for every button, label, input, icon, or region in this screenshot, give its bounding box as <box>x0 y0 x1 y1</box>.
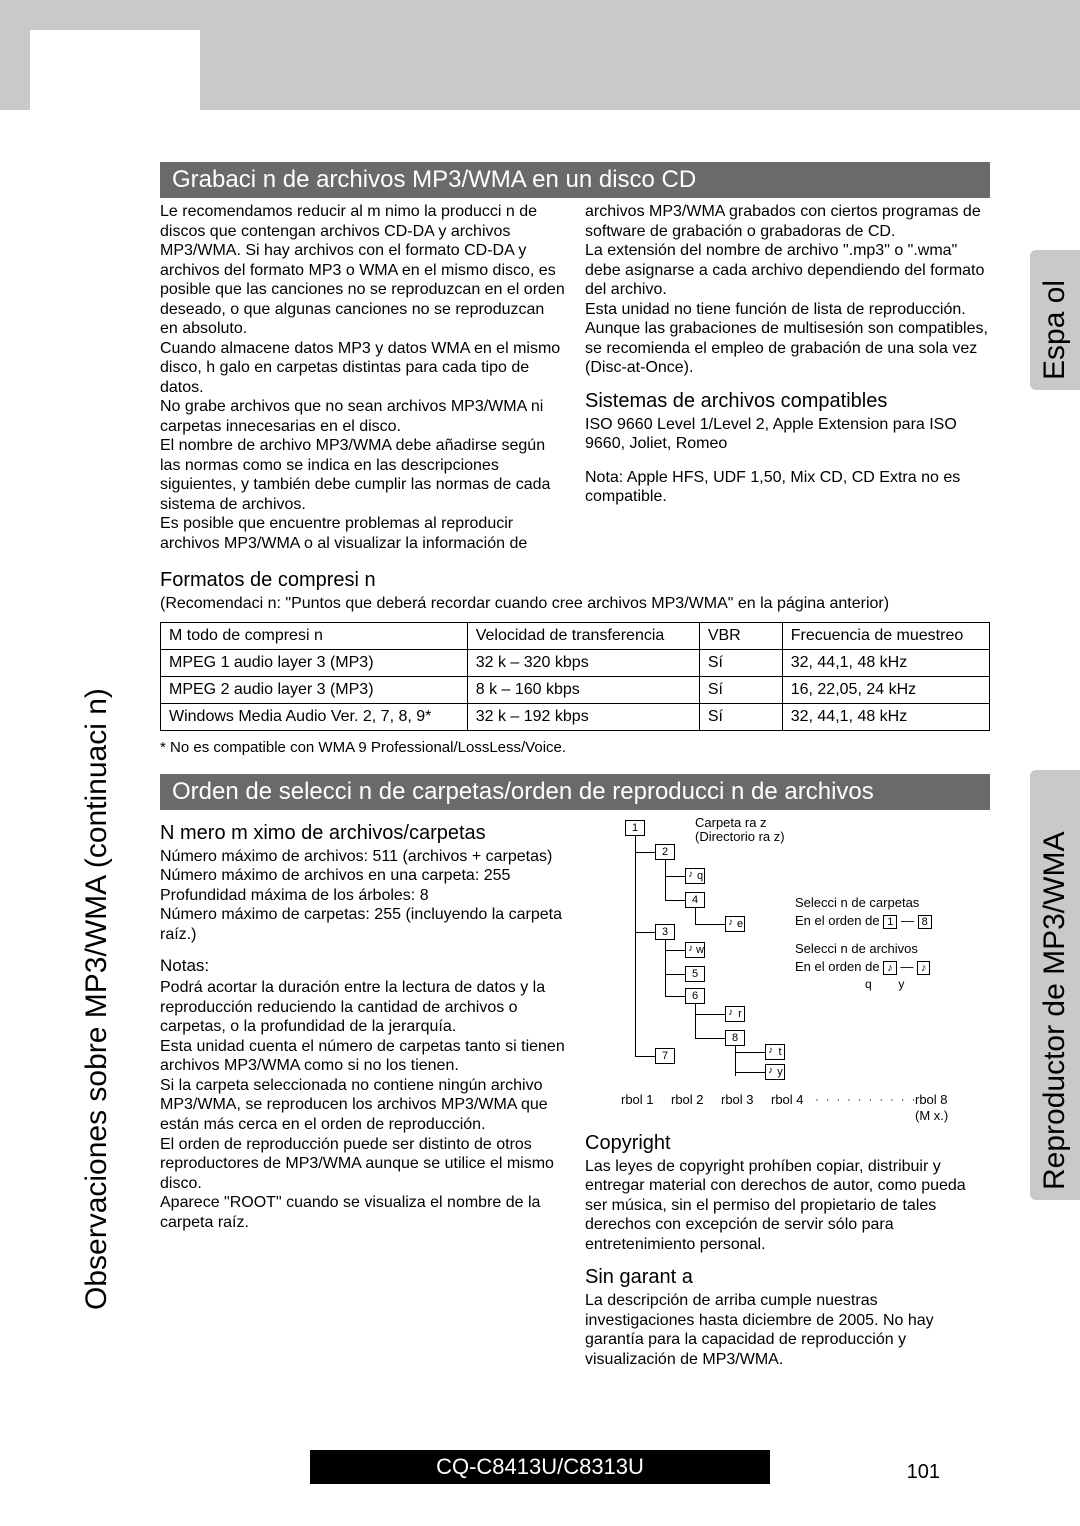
section1-title: Grabaci n de archivos MP3/WMA en un disc… <box>160 162 990 198</box>
music-file-box: t <box>765 1044 785 1060</box>
folder-box: 6 <box>685 988 705 1004</box>
sel-arch-order: En el orden de ♪ — ♪ <box>795 960 930 975</box>
sys-head: Sistemas de archivos compatibles <box>585 390 990 413</box>
root-label: Carpeta ra z (Directorio ra z) <box>695 816 785 845</box>
level-8: rbol 8 <box>915 1092 948 1107</box>
table-row: Windows Media Audio Ver. 2, 7, 8, 9* 32 … <box>161 703 990 730</box>
music-file-box: r <box>725 1006 745 1022</box>
warranty-text: La descripción de arriba cumple nuestras… <box>585 1291 990 1369</box>
folder-box: 1 <box>625 820 645 836</box>
sys-text: ISO 9660 Level 1/Level 2, Apple Extensio… <box>585 415 990 454</box>
folder-tree-diagram: 1 Carpeta ra z (Directorio ra z) 2 q 4 e <box>585 816 990 1126</box>
formats-footnote: * No es compatible con WMA 9 Professiona… <box>160 739 990 756</box>
left-vertical-title: Observaciones sobre MP3/WMA (continuaci … <box>80 688 114 1310</box>
player-label: Reproductor de MP3/WMA <box>1038 832 1072 1190</box>
folder-box: 8 <box>725 1030 745 1046</box>
music-file-box: e <box>725 916 745 932</box>
notas-text: Podrá acortar la duración entre la lectu… <box>160 978 565 1232</box>
sec1-right-text: archivos MP3/WMA grabados con ciertos pr… <box>585 202 990 378</box>
folder-box: 5 <box>685 966 705 982</box>
dots: · · · · · · · · · · <box>815 1094 917 1106</box>
col-vbr: VBR <box>699 622 782 649</box>
max-label: (M x.) <box>915 1108 948 1123</box>
sel-carp-order: En el orden de 1 — 8 <box>795 914 932 929</box>
formats-recom: (Recomendaci n: "Puntos que deberá recor… <box>160 594 990 614</box>
table-row: MPEG 1 audio layer 3 (MP3) 32 k – 320 kb… <box>161 649 990 676</box>
max-head: N mero m ximo de archivos/carpetas <box>160 822 565 845</box>
qy-label: q y <box>865 978 904 991</box>
notas-head: Notas: <box>160 956 565 976</box>
sec1-left-text: Le recomendamos reducir al m nimo la pro… <box>160 202 565 553</box>
col-bitrate: Velocidad de transferencia <box>467 622 699 649</box>
folder-box: 4 <box>685 892 705 908</box>
music-file-box: q <box>685 868 705 884</box>
folder-box: 3 <box>655 924 675 940</box>
language-tab: Espa ol <box>1030 250 1080 390</box>
level-3: rbol 3 <box>721 1092 754 1107</box>
sys-nota: Nota: Apple HFS, UDF 1,50, Mix CD, CD Ex… <box>585 468 990 507</box>
section-tab: Reproductor de MP3/WMA <box>1030 770 1080 1200</box>
sel-arch-label: Selecci n de archivos <box>795 942 918 956</box>
col-freq: Frecuencia de muestreo <box>782 622 989 649</box>
max-text: Número máximo de archivos: 511 (archivos… <box>160 847 565 945</box>
col-method: M todo de compresi n <box>161 622 468 649</box>
section2-title: Orden de selecci n de carpetas/orden de … <box>160 774 990 810</box>
music-file-box: y <box>765 1064 785 1080</box>
footer-model: CQ-C8413U/C8313U <box>310 1450 770 1484</box>
formats-table: M todo de compresi n Velocidad de transf… <box>160 622 990 731</box>
folder-box: 2 <box>655 844 675 860</box>
copyright-text: Las leyes de copyright prohíben copiar, … <box>585 1157 990 1255</box>
music-file-box: w <box>685 942 705 958</box>
page-number: 101 <box>907 1461 940 1484</box>
copyright-head: Copyright <box>585 1132 990 1155</box>
folder-box: 7 <box>655 1048 675 1064</box>
formats-head: Formatos de compresi n <box>160 569 990 592</box>
sel-carp-label: Selecci n de carpetas <box>795 896 919 910</box>
warranty-head: Sin garant a <box>585 1266 990 1289</box>
top-white-box <box>30 30 200 110</box>
language-label: Espa ol <box>1038 280 1072 380</box>
table-header-row: M todo de compresi n Velocidad de transf… <box>161 622 990 649</box>
level-4: rbol 4 <box>771 1092 804 1107</box>
level-1: rbol 1 <box>621 1092 654 1107</box>
level-2: rbol 2 <box>671 1092 704 1107</box>
table-row: MPEG 2 audio layer 3 (MP3) 8 k – 160 kbp… <box>161 676 990 703</box>
